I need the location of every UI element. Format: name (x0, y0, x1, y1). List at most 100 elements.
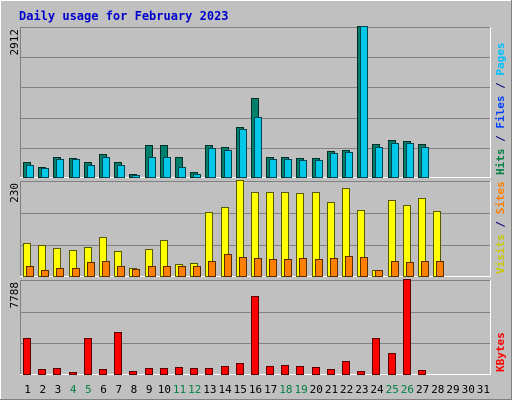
x-tick-label-day-29: 29 (446, 383, 459, 396)
top-bar-files-day-9 (148, 157, 156, 178)
middle-bar-sites-day-14 (224, 254, 232, 277)
top-bar-files-day-1 (26, 165, 34, 178)
bottom-bar-kbytes-day-4 (69, 372, 77, 375)
bottom-bar-kbytes-day-12 (190, 368, 198, 375)
bottom-bar-kbytes-day-22 (342, 361, 350, 375)
top-bar-files-day-7 (117, 165, 125, 178)
x-tick-label-day-16: 16 (249, 383, 262, 396)
top-axis-label-part: / (494, 76, 507, 96)
middle-bar-sites-day-17 (269, 259, 277, 277)
top-panel: 2912 Hits / Files / Pages (8, 26, 507, 178)
bottom-bar-kbytes-day-15 (236, 363, 244, 375)
x-tick-label-day-14: 14 (218, 383, 232, 396)
top-bar-files-day-6 (102, 157, 110, 178)
middle-bar-sites-day-23 (360, 257, 368, 277)
top-bar-files-day-15 (239, 129, 247, 178)
top-bar-files-day-10 (163, 157, 171, 178)
bottom-bar-kbytes-day-2 (38, 369, 46, 375)
x-tick-label-day-7: 7 (115, 383, 122, 396)
top-bar-files-day-8 (132, 175, 140, 178)
x-tick-label-day-27: 27 (416, 383, 429, 396)
bottom-bar-kbytes-day-5 (84, 338, 92, 375)
bottom-bar-kbytes-day-26 (403, 279, 411, 375)
top-bar-files-day-23 (360, 26, 368, 178)
bottom-panel: 7788 KBytes (8, 279, 507, 375)
middle-bar-sites-day-5 (87, 262, 95, 277)
middle-bar-sites-day-13 (208, 261, 216, 277)
bottom-bar-kbytes-day-27 (418, 370, 426, 375)
x-tick-label-day-22: 22 (340, 383, 353, 396)
middle-bar-sites-day-19 (299, 258, 307, 277)
x-tick-label-day-24: 24 (370, 383, 384, 396)
middle-bar-sites-day-18 (284, 259, 292, 277)
middle-bar-sites-day-1 (26, 266, 34, 277)
bottom-bar-kbytes-day-10 (160, 368, 168, 375)
x-tick-label-day-15: 15 (234, 383, 247, 396)
top-bar-files-day-25 (391, 143, 399, 178)
x-tick-label-day-20: 20 (310, 383, 323, 396)
x-tick-label-day-9: 9 (146, 383, 153, 396)
x-tick-label-day-1: 1 (24, 383, 31, 396)
top-bar-files-day-20 (315, 160, 323, 178)
x-tick-label-day-13: 13 (203, 383, 216, 396)
bottom-bar-kbytes-day-11 (175, 367, 183, 375)
middle-bar-sites-day-6 (102, 261, 110, 277)
top-bar-files-day-5 (87, 165, 95, 178)
x-tick-label-day-19: 19 (294, 383, 307, 396)
middle-axis-label-part: Visits (494, 234, 507, 274)
middle-bar-sites-day-26 (406, 262, 414, 277)
x-axis-labels: 1 2 3 4 5 6 7 8 9 10 11 12 13 14 15 16 17 18 19 20 21 22 23 24 2… (24, 383, 490, 396)
middle-bar-sites-day-22 (345, 256, 353, 277)
top-bar-files-day-17 (269, 159, 277, 178)
x-tick-label-day-5: 5 (85, 383, 92, 396)
middle-bar-sites-day-15 (239, 257, 247, 277)
top-bar-files-day-21 (330, 153, 338, 178)
bottom-bar-kbytes-day-6 (99, 369, 107, 375)
middle-bar-sites-day-25 (391, 261, 399, 277)
top-axis-label: Hits / Files / Pages (494, 43, 507, 176)
x-tick-label-day-26: 26 (401, 383, 414, 396)
bottom-bar-kbytes-day-16 (251, 296, 259, 375)
top-bar-files-day-12 (193, 174, 201, 178)
top-bar-files-day-4 (72, 159, 80, 178)
x-tick-label-day-4: 4 (70, 383, 77, 396)
top-bar-files-day-24 (375, 147, 383, 178)
bottom-axis-label-part: KBytes (494, 332, 507, 372)
x-tick-label-day-3: 3 (55, 383, 62, 396)
middle-bar-sites-day-21 (330, 258, 338, 277)
bottom-bar-kbytes-day-24 (372, 338, 380, 375)
middle-bar-sites-day-24 (375, 270, 383, 277)
x-tick-label-day-23: 23 (355, 383, 368, 396)
x-tick-label-day-18: 18 (279, 383, 292, 396)
bottom-bar-kbytes-day-13 (205, 368, 213, 375)
x-tick-label-day-17: 17 (264, 383, 277, 396)
middle-axis-label-part: Sites (494, 181, 507, 214)
middle-bar-sites-day-16 (254, 258, 262, 277)
x-tick-label-day-21: 21 (325, 383, 338, 396)
x-tick-label-day-2: 2 (39, 383, 46, 396)
top-axis-label-part: Files (494, 96, 507, 129)
x-tick-label-day-6: 6 (100, 383, 107, 396)
x-tick-label-day-25: 25 (386, 383, 399, 396)
bottom-bar-kbytes-day-9 (145, 368, 153, 375)
top-axis-label-part: Pages (494, 43, 507, 76)
bottom-bar-kbytes-day-14 (221, 366, 229, 375)
middle-bar-sites-day-4 (72, 268, 80, 277)
bottom-bar-kbytes-day-18 (281, 365, 289, 375)
x-tick-label-day-11: 11 (173, 383, 186, 396)
middle-bar-sites-day-9 (148, 266, 156, 277)
top-bar-files-day-3 (56, 159, 64, 178)
x-tick-label-day-10: 10 (158, 383, 171, 396)
bottom-bar-kbytes-day-3 (53, 368, 61, 375)
x-tick-label-day-8: 8 (131, 383, 138, 396)
middle-bar-sites-day-12 (193, 266, 201, 277)
middle-bar-sites-day-27 (421, 261, 429, 277)
top-axis-label-part: / (494, 129, 507, 149)
middle-bar-sites-day-3 (56, 268, 64, 277)
top-axis-label-part: Hits (494, 149, 507, 176)
middle-bar-sites-day-28 (436, 261, 444, 277)
bottom-bar-kbytes-day-1 (23, 338, 31, 375)
top-bar-files-day-19 (299, 160, 307, 178)
top-bar-files-day-11 (178, 167, 186, 178)
